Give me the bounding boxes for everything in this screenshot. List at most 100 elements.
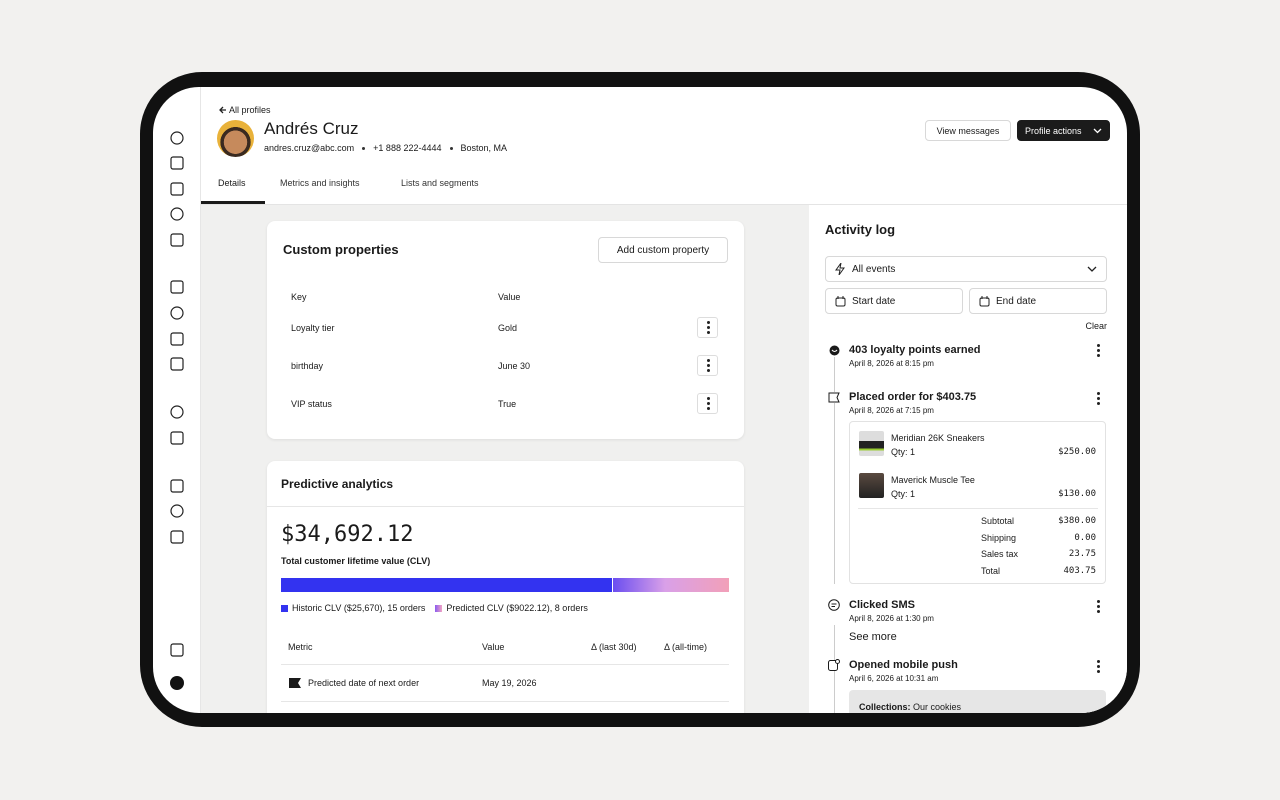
clv-legend: Historic CLV ($25,670), 15 orders Predic…: [281, 603, 588, 613]
custom-properties-card: Custom properties Add custom property Ke…: [267, 221, 744, 439]
sidebar: [153, 87, 201, 713]
event-title: 403 loyalty points earned: [849, 344, 981, 356]
nav-icon[interactable]: [170, 479, 184, 493]
column-header: Value: [498, 292, 521, 302]
see-more-link[interactable]: See more: [849, 631, 897, 643]
tab[interactable]: Lists and segments: [401, 178, 479, 188]
product-image: [859, 473, 884, 498]
profile-actions-button[interactable]: Profile actions: [1017, 120, 1110, 141]
nav-icon[interactable]: [170, 643, 184, 657]
column-header: Value: [482, 642, 505, 652]
nav-icon[interactable]: [170, 156, 184, 170]
legend-swatch: [435, 604, 443, 612]
nav-icon[interactable]: [170, 332, 184, 346]
header-divider: [201, 204, 1127, 205]
profile-actions-label: Profile actions: [1025, 125, 1082, 136]
clv-bar: [281, 578, 729, 592]
card-title: Predictive analytics: [281, 477, 394, 491]
detail-label: Collections:: [859, 702, 911, 712]
nav-icon[interactable]: [170, 530, 184, 544]
more-button[interactable]: [697, 317, 718, 338]
event-icon: [828, 599, 840, 611]
more-button[interactable]: [697, 393, 718, 414]
nav-icon[interactable]: [170, 131, 184, 145]
nav-icon[interactable]: [170, 431, 184, 445]
summary-value: 0.00: [1074, 532, 1096, 543]
clear-link[interactable]: Clear: [1085, 321, 1107, 331]
timeline: [834, 357, 835, 584]
summary-label: Subtotal: [981, 516, 1015, 526]
product-price: $130.00: [1058, 489, 1096, 499]
legend-label: Historic CLV ($25,670), 15 orders: [292, 603, 426, 613]
tab[interactable]: Details: [218, 178, 246, 188]
summary-label: Total: [981, 566, 1001, 577]
avatar: [217, 120, 254, 157]
divider: [281, 701, 729, 702]
column-header: Δ (all-time): [664, 642, 708, 652]
view-messages-button[interactable]: View messages: [925, 120, 1011, 141]
clv-segment: [612, 578, 729, 592]
event-time: April 8, 2026 at 1:30 pm: [849, 614, 934, 623]
product-price: $250.00: [1058, 447, 1096, 457]
end-label: End date: [996, 295, 1037, 307]
nav-icon[interactable]: [170, 182, 184, 196]
property-value: June 30: [498, 361, 531, 371]
chevron: [1093, 128, 1102, 133]
event-time: April 8, 2026 at 7:15 pm: [849, 406, 934, 415]
metric-name: Predicted date of next order: [308, 678, 420, 688]
screen: All profiles Andrés Cruz andres.cruz@abc…: [153, 87, 1127, 713]
property-key: birthday: [291, 361, 324, 371]
more-button[interactable]: [697, 355, 718, 376]
property-value: Gold: [498, 323, 518, 333]
bolt-icon: [835, 263, 845, 275]
more-button[interactable]: [1088, 596, 1109, 617]
start-date[interactable]: Start date: [825, 288, 963, 314]
back-link[interactable]: All profiles: [229, 105, 271, 115]
product-qty: Qty: 1: [891, 489, 916, 499]
more-button[interactable]: [1088, 340, 1109, 361]
summary-label: Shipping: [981, 532, 1017, 543]
summary-value: 23.75: [1068, 549, 1096, 560]
event-filter[interactable]: All events: [825, 256, 1107, 282]
summary-value: $380.00: [1058, 516, 1096, 526]
add-property-button[interactable]: Add custom property: [598, 237, 728, 263]
predictive-card: Predictive analytics $34,692.12 Total cu…: [267, 461, 744, 713]
summary-label: Sales tax: [981, 549, 1019, 560]
product-name: Maverick Muscle Tee: [891, 475, 975, 485]
nav-icon[interactable]: [170, 233, 184, 247]
nav-icon[interactable]: [170, 280, 184, 294]
tab[interactable]: Metrics and insights: [280, 178, 360, 188]
detail-text: Our cookies: [913, 702, 962, 712]
order-details: Meridian 26K Sneakers Qty: 1 $250.00 Maveri…: [849, 421, 1106, 584]
event-time: April 8, 2026 at 8:15 pm: [849, 359, 934, 368]
metric-value: May 19, 2026: [482, 678, 537, 688]
more-button[interactable]: [1088, 388, 1109, 409]
more-button[interactable]: [1088, 656, 1109, 677]
legend-label: Predicted CLV ($9022.12), 8 orders: [446, 603, 588, 613]
event-title: Opened mobile push: [849, 659, 958, 671]
product-qty: Qty: 1: [891, 447, 916, 457]
clv-value: $34,692.12: [281, 522, 414, 547]
nav-icon[interactable]: [170, 207, 184, 221]
nav-icon[interactable]: [170, 357, 184, 371]
property-key: VIP status: [291, 399, 332, 409]
sidebar-icons: [170, 131, 184, 690]
event-icon: [828, 392, 840, 403]
email: andres.cruz@abc.com: [264, 143, 355, 153]
divider: [858, 508, 1098, 509]
divider: [267, 506, 744, 507]
profile-name: Andrés Cruz: [264, 119, 359, 138]
nav-icon[interactable]: [170, 504, 184, 518]
legend-swatch: [281, 604, 288, 612]
event-icon: [829, 345, 840, 356]
back-arrow[interactable]: [218, 105, 228, 115]
flag-icon: [289, 678, 301, 688]
nav-icon[interactable]: [170, 405, 184, 419]
event-title: Placed order for $403.75: [849, 391, 977, 403]
end-date[interactable]: End date: [969, 288, 1107, 314]
clv-label: Total customer lifetime value (CLV): [281, 556, 431, 566]
column-header: Key: [291, 292, 307, 302]
nav-icon[interactable]: [170, 306, 184, 320]
activity-panel: Activity log All events Start date End d…: [809, 205, 1127, 713]
